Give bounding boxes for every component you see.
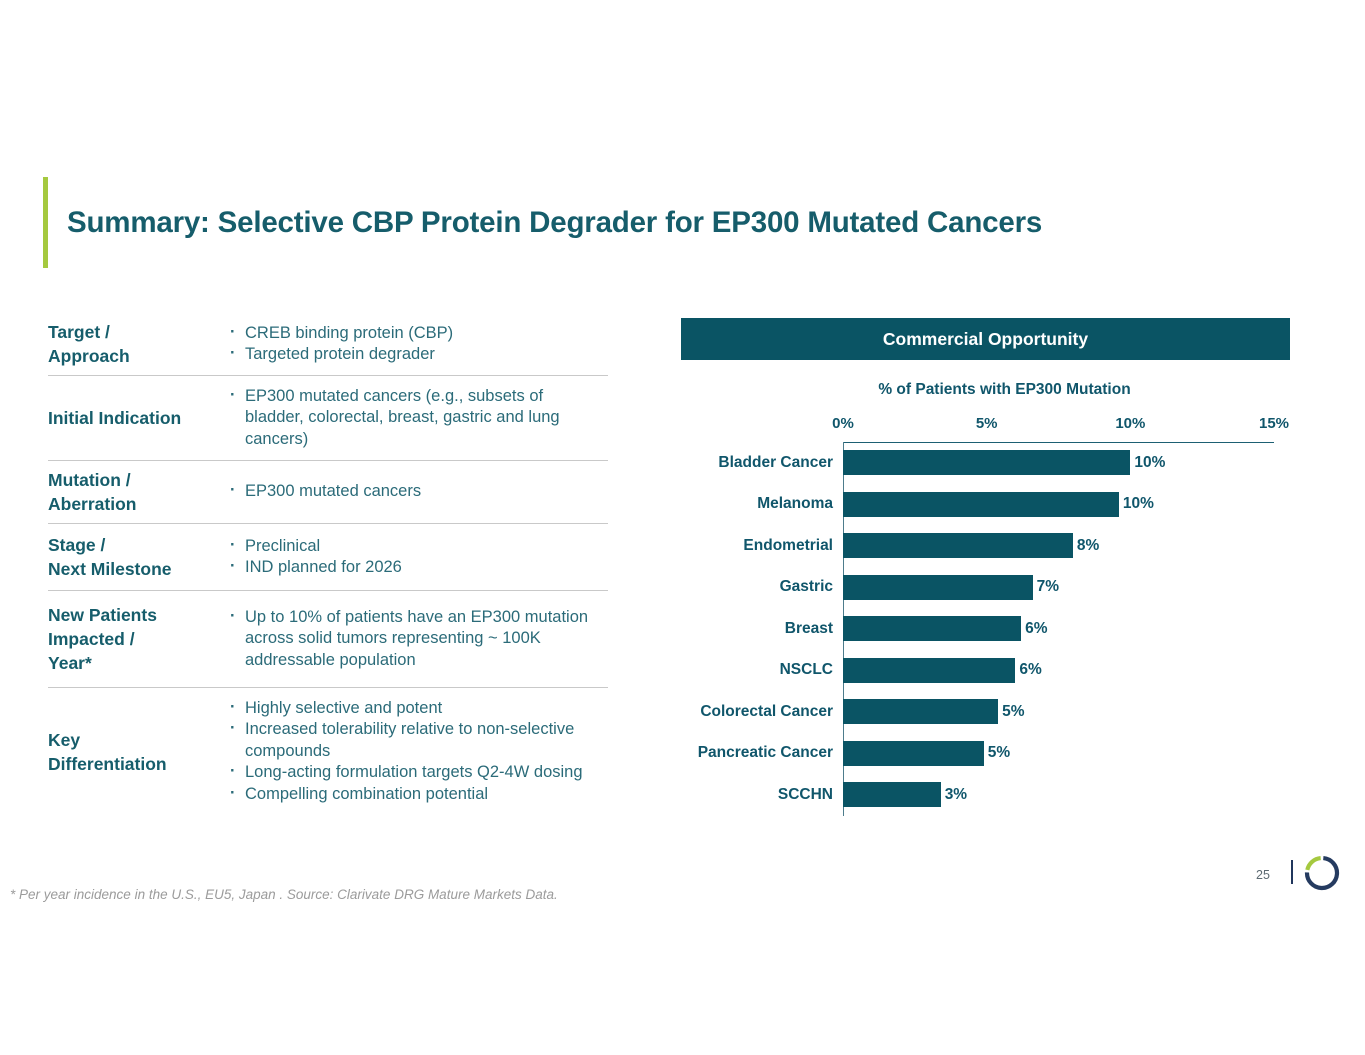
value-label: 10% [1122,495,1154,513]
info-table: Target / Approach CREB binding protein (C… [48,313,608,815]
value-label: 6% [1025,619,1048,637]
bullet-item: CREB binding protein (CBP) [228,322,608,345]
row-label: Target / Approach [48,322,130,366]
bar-track: 10% [843,491,1274,517]
bullet-item: Long-acting formulation targets Q2-4W do… [228,761,608,784]
axis-tick-label: 15% [1258,415,1290,432]
row-label: Mutation / Aberration [48,470,137,514]
table-row: Initial Indication EP300 mutated cancers … [48,376,608,461]
row-label: New Patients Impacted / Year* [48,605,157,673]
category-label: SCCHN [777,785,833,803]
bar [843,616,1022,642]
bar-track: 6% [843,657,1274,683]
footnote: * Per year incidence in the U.S., EU5, J… [10,887,558,902]
bar-row: Bladder Cancer 10% [681,442,1274,484]
value-label: 3% [944,785,968,803]
company-logo-icon [1304,855,1340,891]
row-bullets: Highly selective and potentIncreased tol… [228,697,608,806]
bar-track: 3% [843,782,1274,808]
table-row: New Patients Impacted / Year* Up to 10% o… [48,591,608,688]
page-number: 25 [1256,868,1270,882]
category-label: Endometrial [743,536,833,554]
bar [843,491,1119,517]
category-label: Pancreatic Cancer [697,744,833,762]
bullet-item: EP300 mutated cancers (e.g., subsets of … [228,385,608,451]
bar [843,574,1033,600]
bar-row: Colorectal Cancer 5% [681,691,1274,733]
footer-divider [1291,860,1293,884]
bar [843,782,941,808]
table-row: Target / Approach CREB binding protein (C… [48,313,608,376]
value-label: 10% [1134,453,1166,471]
commercial-opportunity-panel: Commercial Opportunity % of Patients wit… [681,318,1290,816]
category-label: Melanoma [757,495,833,513]
table-row: Key Differentiation Highly selective and … [48,688,608,815]
value-label: 6% [1019,661,1042,679]
chart-title: % of Patients with EP300 Mutation [878,381,1131,398]
bar-row: Endometrial 8% [681,525,1274,567]
category-label: Colorectal Cancer [700,702,833,720]
table-row: Stage / Next Milestone PreclinicalIND pla… [48,524,608,591]
commercial-opportunity-header: Commercial Opportunity [681,318,1290,360]
category-label: Breast [784,619,833,637]
axis-line-top [843,442,1274,443]
bar-row: Breast 6% [681,608,1274,650]
value-label: 5% [987,744,1011,762]
bar [843,699,999,725]
bar-row: SCCHN 3% [681,774,1274,816]
category-label: NSCLC [779,661,833,679]
category-label: Gastric [779,578,833,596]
chart-plot: Bladder Cancer 10% Melanoma 10% Endometrial 8… [681,442,1274,816]
bullet-item: Highly selective and potent [228,697,608,720]
bar-row: Gastric 7% [681,567,1274,609]
axis-tick-label: 10% [1115,415,1146,432]
axis-tick-label: 0% [832,415,854,432]
axis-tick-label: 5% [975,415,998,432]
row-label: Initial Indication [48,408,182,428]
bar-track: 7% [843,574,1274,600]
row-label: Key Differentiation [48,729,167,774]
bar-row: Melanoma 10% [681,484,1274,526]
row-bullets: EP300 mutated cancers [228,480,608,503]
bar-track: 8% [843,533,1274,559]
title-accent-bar [43,177,48,268]
bar [843,657,1016,683]
row-bullets: PreclinicalIND planned for 2026 [228,535,608,579]
category-label: Bladder Cancer [718,453,833,471]
chart-x-axis: 0% 5% 10% 15% [832,412,1289,442]
value-label: 7% [1036,578,1060,596]
bar-track: 6% [843,616,1274,642]
row-label: Stage / Next Milestone [48,535,172,579]
bar [843,740,984,766]
bullet-item: IND planned for 2026 [228,556,608,579]
bullet-item: Increased tolerability relative to non-s… [228,718,608,762]
row-bullets: EP300 mutated cancers (e.g., subsets of … [228,385,608,451]
bar [843,533,1073,559]
title-block: Summary: Selective CBP Protein Degrader … [43,177,1042,268]
bar [843,450,1131,476]
bullet-item: Preclinical [228,535,608,558]
bar-track: 10% [843,450,1274,476]
bullet-item: Up to 10% of patients have an EP300 muta… [228,606,608,672]
bar-row: Pancreatic Cancer 5% [681,733,1274,775]
bar-row: NSCLC 6% [681,650,1274,692]
bar-track: 5% [843,740,1274,766]
bullet-item: Compelling combination potential [228,783,608,806]
bullet-item: Targeted protein degrader [228,343,608,366]
row-bullets: Up to 10% of patients have an EP300 muta… [228,606,608,672]
bullet-item: EP300 mutated cancers [228,480,608,503]
bar-track: 5% [843,699,1274,725]
page-title: Summary: Selective CBP Protein Degrader … [67,205,1043,239]
row-bullets: CREB binding protein (CBP)Targeted prote… [228,322,608,366]
value-label: 5% [1002,702,1025,720]
value-label: 8% [1076,536,1100,554]
table-row: Mutation / Aberration EP300 mutated cance… [48,461,608,524]
